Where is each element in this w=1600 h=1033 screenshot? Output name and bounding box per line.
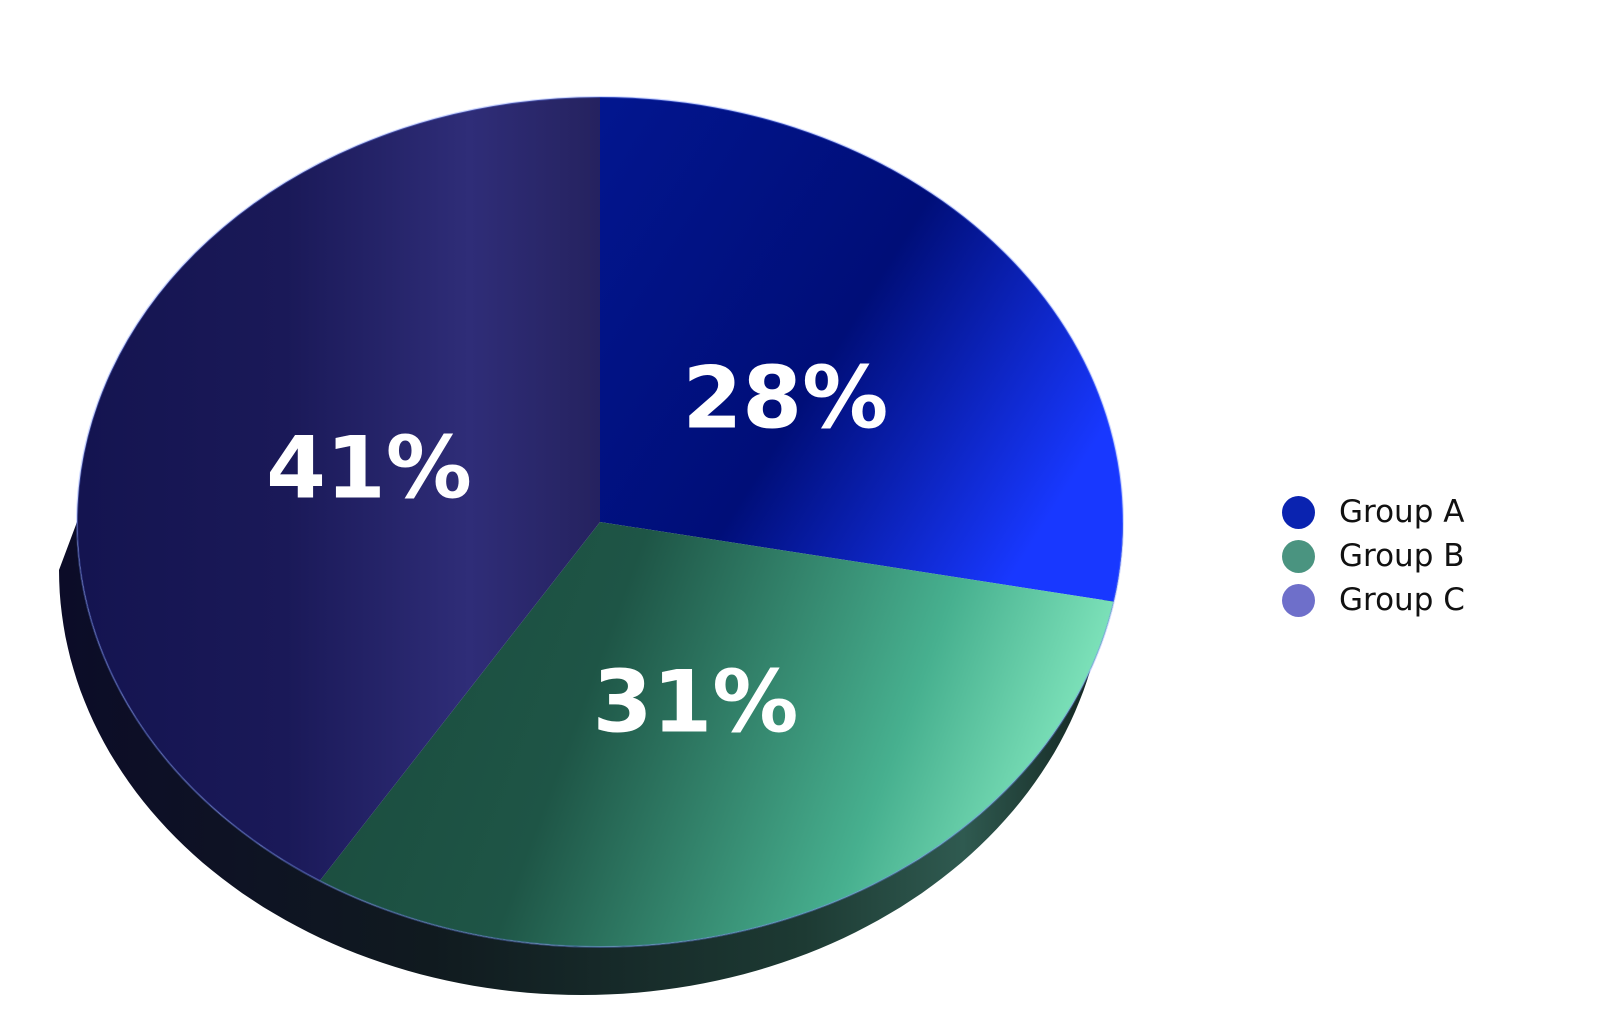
pie-top-layer <box>76 96 1124 948</box>
legend-swatch <box>1282 583 1315 617</box>
legend-label: Group C <box>1339 582 1465 618</box>
pie-slice-group-a <box>600 97 1123 602</box>
legend: Group A Group B Group C <box>1282 490 1582 622</box>
legend-swatch <box>1282 539 1315 573</box>
data-label-group-b: 31% <box>593 652 799 752</box>
legend-item-group-c: Group C <box>1282 578 1582 622</box>
legend-item-group-a: Group A <box>1282 490 1582 534</box>
pie-slice-group-b <box>319 522 1114 947</box>
data-label-group-a: 28% <box>682 348 888 448</box>
legend-swatch <box>1282 495 1315 529</box>
pie-rim <box>76 96 1124 948</box>
legend-label: Group B <box>1339 538 1465 574</box>
data-label-group-c: 41% <box>266 419 472 519</box>
pie-slice-group-c <box>77 97 600 881</box>
legend-item-group-b: Group B <box>1282 534 1582 578</box>
pie-labels-layer: 28% 31% 41% <box>266 348 888 752</box>
legend-label: Group A <box>1339 494 1465 530</box>
